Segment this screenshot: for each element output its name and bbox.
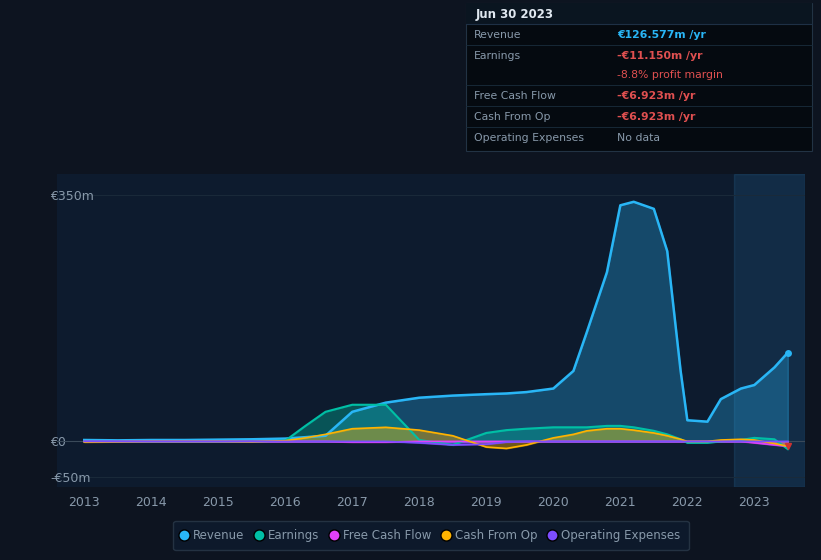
Text: -€11.150m /yr: -€11.150m /yr	[617, 51, 703, 61]
Text: Jun 30 2023: Jun 30 2023	[475, 8, 553, 21]
Text: Earnings: Earnings	[474, 51, 521, 61]
Bar	[734, 174, 805, 487]
Text: Cash From Op: Cash From Op	[474, 112, 550, 122]
Text: Free Cash Flow: Free Cash Flow	[474, 91, 556, 101]
Text: Operating Expenses: Operating Expenses	[474, 133, 584, 143]
Text: €126.577m /yr: €126.577m /yr	[617, 30, 706, 40]
Legend: Revenue, Earnings, Free Cash Flow, Cash From Op, Operating Expenses: Revenue, Earnings, Free Cash Flow, Cash …	[173, 521, 689, 550]
Text: -8.8% profit margin: -8.8% profit margin	[617, 71, 723, 81]
Text: No data: No data	[617, 133, 660, 143]
Text: -€6.923m /yr: -€6.923m /yr	[617, 112, 695, 122]
Text: Revenue: Revenue	[474, 30, 521, 40]
Text: -€6.923m /yr: -€6.923m /yr	[617, 91, 695, 101]
